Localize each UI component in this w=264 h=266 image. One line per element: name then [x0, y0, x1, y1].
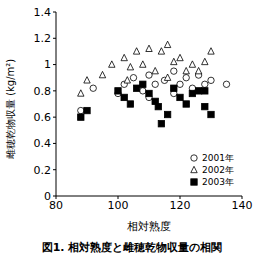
svg-text:0.8: 0.8 — [34, 85, 52, 98]
svg-text:100: 100 — [108, 199, 129, 212]
svg-text:相対熟度: 相対熟度 — [127, 220, 171, 233]
svg-text:140: 140 — [232, 199, 253, 212]
svg-text:0.4: 0.4 — [34, 137, 52, 150]
svg-text:0: 0 — [44, 190, 51, 203]
svg-text:1.4: 1.4 — [34, 6, 52, 19]
svg-text:1.2: 1.2 — [34, 32, 52, 45]
svg-text:120: 120 — [170, 199, 191, 212]
svg-text:0.2: 0.2 — [34, 164, 52, 177]
html-text:2003年: 2003年 — [202, 177, 234, 187]
svg-text:雌穂乾物収量 (kg/m²): 雌穂乾物収量 (kg/m²) — [8, 59, 16, 159]
svg-text:80: 80 — [49, 199, 63, 212]
html-text:2001年: 2001年 — [202, 153, 234, 163]
svg-text:0.6: 0.6 — [34, 111, 52, 124]
html-text:2002年: 2002年 — [202, 165, 234, 175]
html-text:図1. 相対熟度と雌穂乾物収量の相関: 図1. 相対熟度と雌穂乾物収量の相関 — [41, 241, 223, 254]
svg-text:1: 1 — [44, 58, 51, 71]
